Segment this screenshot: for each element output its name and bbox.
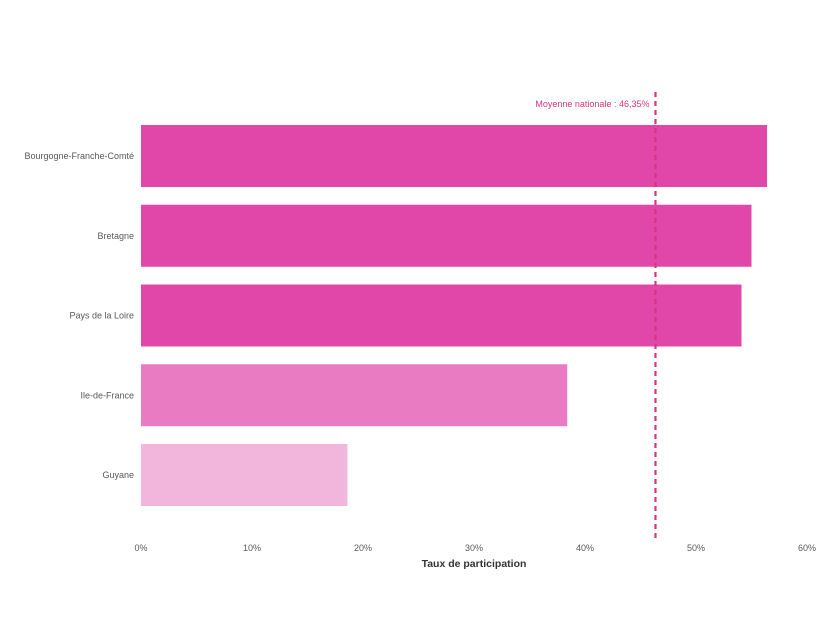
bar-pays-de-la-loire <box>141 284 742 347</box>
x-tick-labels: 0% 10% 20% 30% 40% 50% 60% <box>134 543 816 553</box>
national-average-label: Moyenne nationale : 46,35% <box>535 99 649 109</box>
bar-guyane <box>141 444 348 506</box>
bar-bourgogne-franche-comte <box>141 125 768 187</box>
x-tick-label: 30% <box>465 543 483 553</box>
category-label-ile-de-france: Ile-de-France <box>80 390 134 400</box>
bars-layer <box>141 125 768 506</box>
category-label-bourgogne-franche-comte: Bourgogne-Franche-Comté <box>24 151 134 161</box>
category-label-pays-de-la-loire: Pays de la Loire <box>69 311 134 321</box>
x-tick-label: 50% <box>687 543 705 553</box>
category-labels: Bourgogne-Franche-Comté Bretagne Pays de l… <box>24 151 134 480</box>
x-axis-title: Taux de participation <box>422 558 527 570</box>
x-tick-label: 0% <box>134 543 147 553</box>
category-label-bretagne: Bretagne <box>97 231 134 241</box>
x-tick-label: 10% <box>243 543 261 553</box>
reference-line-group: Moyenne nationale : 46,35% <box>535 92 657 540</box>
bar-ile-de-france <box>141 364 568 427</box>
x-tick-label: 20% <box>354 543 372 553</box>
bar-bretagne <box>141 204 752 267</box>
category-label-guyane: Guyane <box>102 470 134 480</box>
x-tick-label: 60% <box>798 543 816 553</box>
x-tick-label: 40% <box>576 543 594 553</box>
